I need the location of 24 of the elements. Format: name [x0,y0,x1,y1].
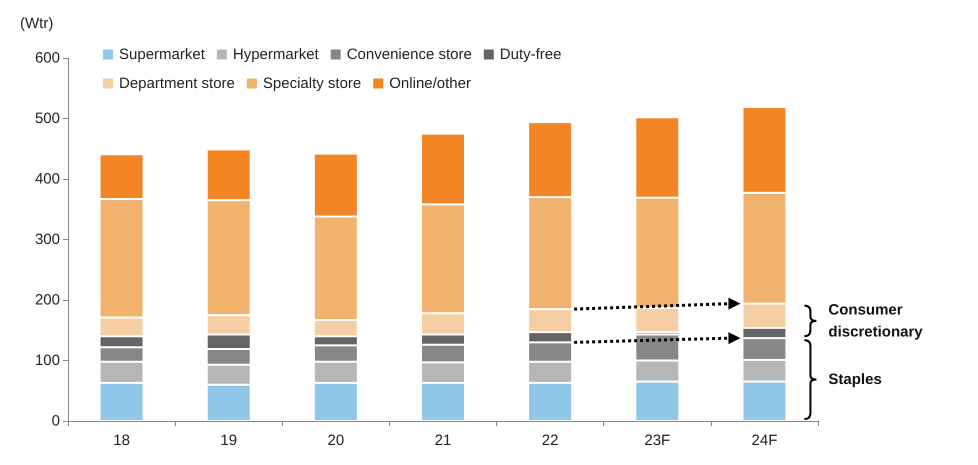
y-tick-label: 600 [34,50,60,66]
y-tick-label: 0 [52,412,60,430]
legend-label: Supermarket [119,46,206,63]
x-tick-label: 19 [220,432,238,449]
x-tick-label: 18 [113,432,130,449]
text: Consumer discretionary [828,301,924,340]
y-tick-label: 300 [34,231,60,248]
legend-label: Hypermarket [232,46,320,63]
x-tick-label: 21 [434,432,452,449]
y-axis-title: (Wtr) [20,15,54,32]
legend-label: Duty-free [500,46,562,63]
legend-label: Department store [119,75,235,92]
y-tick-label: 100 [34,352,60,369]
y-tick-label: 400 [34,170,60,188]
legend-label: Online/other [389,75,471,92]
x-tick-label: 24F [752,432,778,449]
y-tick-label: 500 [34,110,60,127]
x-tick-label: 20 [328,432,344,449]
x-tick-label: 23F [644,432,670,449]
legend-label: Specialty store [262,75,362,92]
x-tick-label: 22 [542,432,558,449]
legend-label: Convenience store [346,46,472,63]
y-tick-label: 200 [34,292,60,308]
text: Staples [828,371,882,388]
